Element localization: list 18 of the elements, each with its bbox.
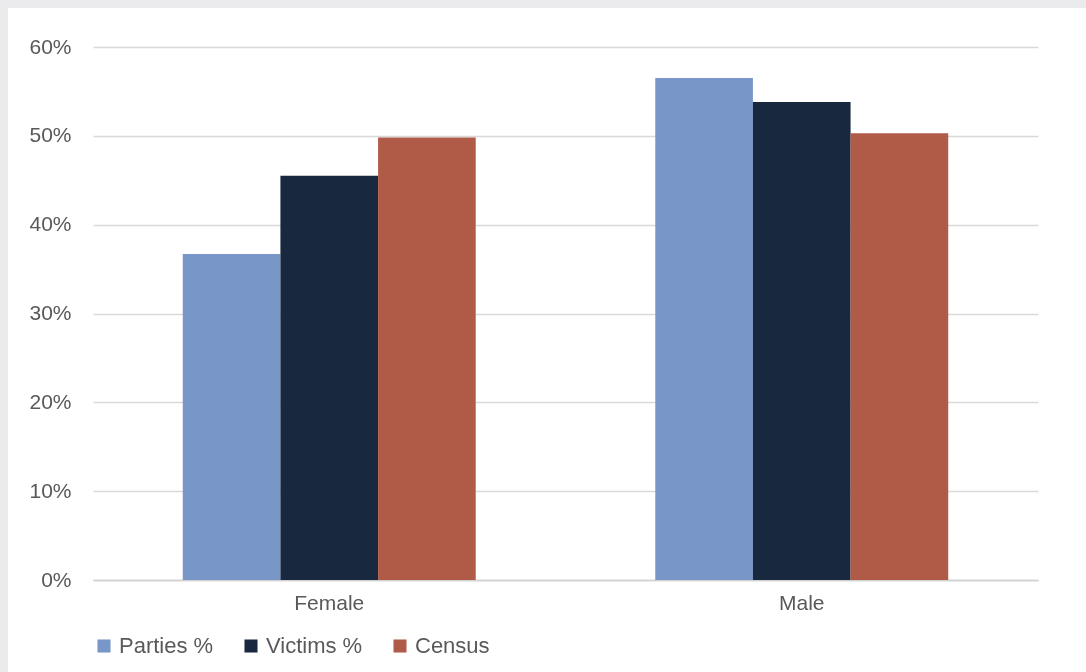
y-tick-label: 30% [29,301,72,324]
legend-label: Parties % [119,633,214,658]
y-tick-label: 40% [29,212,72,236]
y-tick-label: 10% [29,478,72,502]
bar [655,78,753,580]
bar [182,253,281,580]
y-tick-label: 20% [29,389,72,413]
x-tick-label: Male [778,590,825,614]
bar [378,137,476,580]
y-tick-label: 0% [41,567,72,591]
bar [850,133,949,580]
y-tick-label: 60% [29,34,72,58]
y-tick-label: 50% [29,123,72,147]
bar [280,175,379,580]
x-tick-label: Female [294,590,365,614]
legend-label: Census [415,633,490,658]
bar [752,102,851,580]
legend-label: Victims % [266,633,363,658]
